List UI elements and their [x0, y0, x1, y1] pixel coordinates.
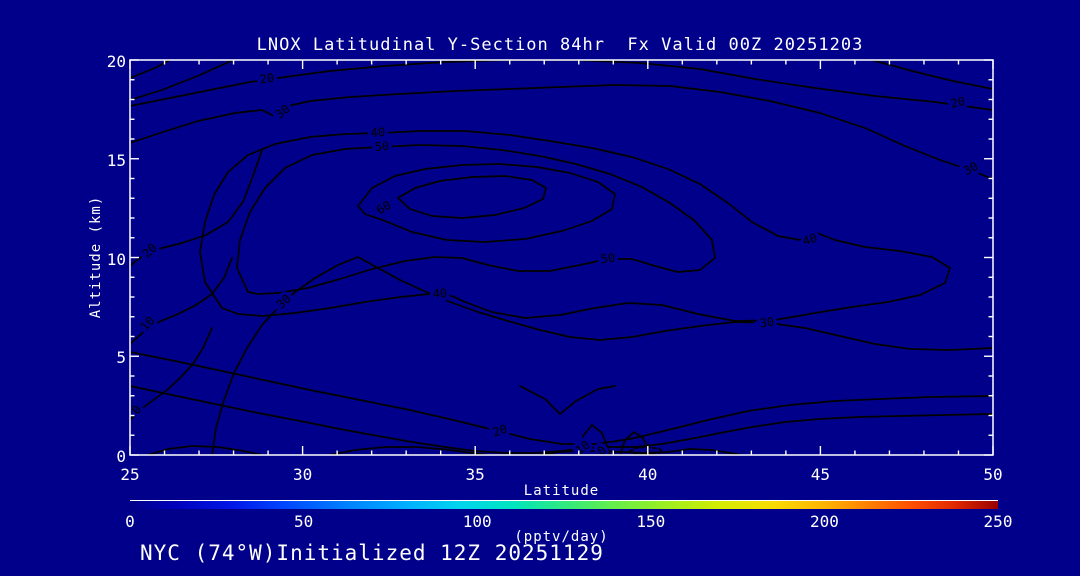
contour-line-0 [130, 327, 213, 421]
colorbar-units: (pptv/day) [514, 529, 609, 545]
y-tick-label: 15 [106, 150, 126, 170]
x-axis-title: Latitude [523, 483, 600, 499]
y-tick-label: 20 [106, 52, 126, 71]
contour-line-0 [539, 448, 743, 455]
contour-label: 0 [129, 403, 144, 417]
contour-line-20 [130, 60, 993, 111]
axes-frame [129, 59, 994, 456]
colorbar-tick-label: 150 [636, 512, 666, 531]
colorbar [130, 500, 998, 509]
contour-label: 20 [949, 94, 966, 111]
contour-line-20 [130, 351, 993, 445]
contour-line-30 [130, 84, 993, 180]
colorbar-tick-label: 0 [125, 512, 135, 531]
contour-line-0 [629, 446, 663, 455]
y-tick-label: 0 [116, 447, 126, 466]
contour-line-10 [577, 424, 611, 455]
contour-label: 20 [491, 422, 509, 440]
contour-label: 30 [759, 315, 775, 331]
contour-line-0 [329, 446, 489, 455]
contour-line-60 [357, 163, 616, 243]
contour-line-10 [130, 257, 233, 345]
contour-line-20 [130, 149, 263, 267]
contour-label: 10 [138, 314, 158, 334]
contour-line-30 [519, 385, 616, 415]
colorbar-tick-label: 250 [983, 512, 1013, 531]
run-info-text: NYC (74°W)Initialized 12Z 20251129 [140, 541, 604, 565]
contour-line-40 [199, 130, 951, 322]
contour-line-30 [211, 256, 993, 455]
x-tick-label: 45 [810, 465, 831, 484]
contour-label: 60 [374, 198, 394, 218]
colorbar-tick-label: 50 [293, 512, 314, 531]
contour-line-70 [397, 175, 547, 219]
contour-label: 30 [273, 102, 293, 122]
x-tick-label: 50 [983, 465, 1003, 484]
contour-line-10 [871, 60, 993, 90]
contour-label: 20 [259, 71, 275, 87]
y-tick-label: 10 [106, 249, 126, 269]
contour-line-0 [147, 445, 263, 455]
contour-label: 40 [370, 125, 385, 140]
x-tick-label: 35 [465, 465, 485, 484]
x-tick-label: 25 [120, 465, 140, 484]
colorbar-tick-label: 200 [809, 512, 839, 531]
x-tick-label: 30 [292, 465, 313, 484]
contour-label: 30 [961, 159, 980, 178]
contour-lines [130, 60, 993, 455]
contour-line-10 [130, 385, 993, 454]
x-tick-label: 40 [638, 465, 658, 484]
contour-label: 50 [374, 139, 389, 154]
contour-label: 50 [600, 251, 616, 266]
contour-label: 20 [140, 241, 160, 261]
contour-line-10 [130, 60, 234, 101]
colorbar-tick-label: 100 [462, 512, 492, 531]
chart-title: LNOX Latitudinal Y-Section 84hr Fx Valid… [256, 35, 864, 55]
y-tick-label: 5 [116, 348, 126, 368]
contour-label: 40 [432, 286, 447, 301]
contour-line-50 [236, 144, 716, 295]
